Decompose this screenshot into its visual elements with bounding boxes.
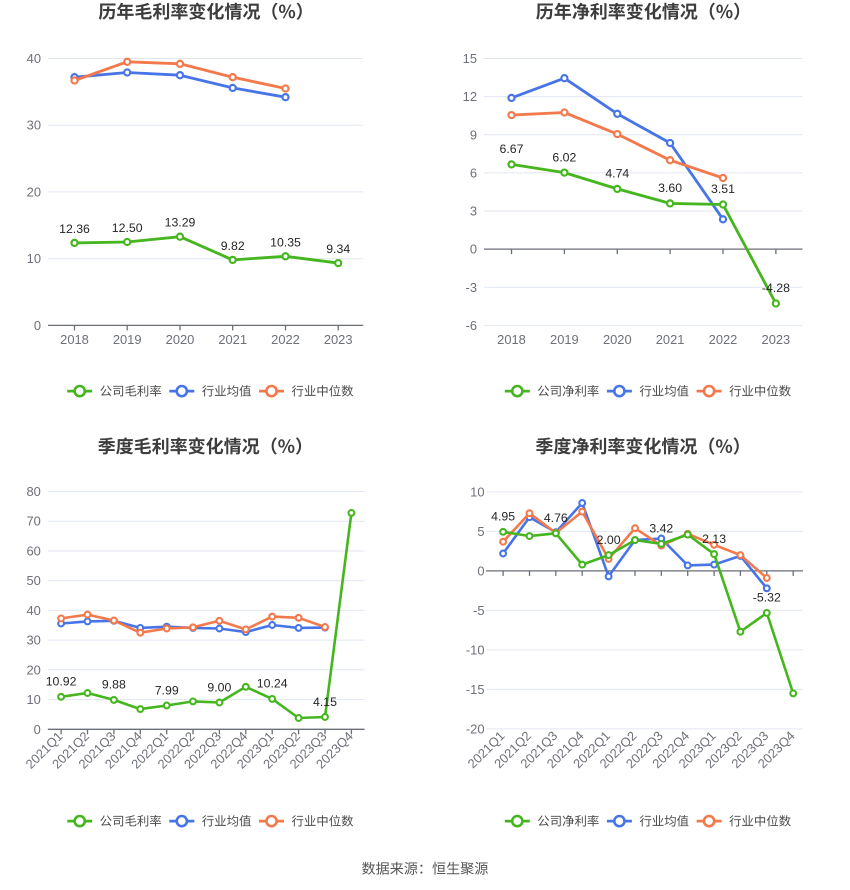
- svg-text:3: 3: [470, 204, 477, 219]
- svg-text:0: 0: [34, 722, 41, 737]
- svg-text:-15: -15: [466, 682, 485, 697]
- svg-text:2020: 2020: [166, 332, 195, 347]
- svg-text:70: 70: [26, 514, 40, 529]
- svg-text:10: 10: [470, 484, 484, 499]
- svg-text:2021: 2021: [656, 332, 685, 347]
- svg-text:80: 80: [26, 484, 40, 499]
- svg-text:12: 12: [463, 89, 477, 104]
- svg-text:2023: 2023: [762, 332, 791, 347]
- svg-text:2.00: 2.00: [597, 533, 621, 547]
- svg-text:6: 6: [470, 165, 477, 180]
- svg-text:-3: -3: [466, 280, 477, 295]
- svg-text:10.35: 10.35: [270, 235, 301, 249]
- svg-text:30: 30: [27, 118, 41, 133]
- svg-text:12.36: 12.36: [59, 222, 90, 236]
- svg-text:5: 5: [477, 524, 484, 539]
- svg-text:10.92: 10.92: [46, 675, 77, 689]
- svg-text:20: 20: [26, 662, 40, 677]
- svg-text:2020: 2020: [603, 332, 632, 347]
- svg-text:2018: 2018: [497, 332, 526, 347]
- svg-text:4.95: 4.95: [491, 510, 515, 524]
- svg-text:6.67: 6.67: [500, 142, 524, 156]
- svg-text:3.60: 3.60: [658, 181, 682, 195]
- svg-text:13.29: 13.29: [165, 216, 196, 230]
- svg-text:2023: 2023: [324, 332, 353, 347]
- svg-text:10.24: 10.24: [257, 677, 288, 691]
- svg-text:6.02: 6.02: [552, 150, 576, 164]
- svg-text:2021: 2021: [218, 332, 247, 347]
- svg-text:30: 30: [26, 633, 40, 648]
- svg-text:2022: 2022: [271, 332, 300, 347]
- svg-text:0: 0: [34, 318, 41, 333]
- svg-text:10: 10: [26, 692, 40, 707]
- svg-text:0: 0: [470, 242, 477, 257]
- svg-text:10: 10: [27, 251, 41, 266]
- svg-text:9.88: 9.88: [102, 678, 126, 692]
- svg-text:60: 60: [26, 544, 40, 559]
- svg-text:4.15: 4.15: [313, 695, 337, 709]
- svg-text:-5.32: -5.32: [753, 591, 781, 605]
- svg-text:2022: 2022: [709, 332, 738, 347]
- svg-text:9: 9: [470, 127, 477, 142]
- svg-text:4.76: 4.76: [544, 511, 568, 525]
- svg-text:-5: -5: [473, 603, 484, 618]
- svg-text:7.99: 7.99: [155, 683, 179, 697]
- svg-text:40: 40: [26, 603, 40, 618]
- svg-text:40: 40: [27, 51, 41, 66]
- svg-text:2018: 2018: [60, 332, 89, 347]
- svg-text:9.00: 9.00: [207, 680, 231, 694]
- svg-text:50: 50: [26, 573, 40, 588]
- svg-text:9.82: 9.82: [221, 239, 245, 253]
- svg-text:-6: -6: [466, 318, 477, 333]
- svg-text:-20: -20: [466, 721, 485, 736]
- svg-text:20: 20: [27, 184, 41, 199]
- svg-text:0: 0: [477, 563, 484, 578]
- svg-text:-4.28: -4.28: [762, 281, 790, 295]
- svg-text:15: 15: [463, 51, 477, 66]
- svg-text:12.50: 12.50: [112, 221, 143, 235]
- svg-text:3.42: 3.42: [649, 522, 673, 536]
- svg-text:9.34: 9.34: [326, 242, 350, 256]
- svg-text:4.74: 4.74: [605, 167, 629, 181]
- svg-text:2019: 2019: [550, 332, 579, 347]
- svg-text:3.51: 3.51: [711, 182, 735, 196]
- svg-text:2019: 2019: [113, 332, 142, 347]
- svg-text:2.13: 2.13: [702, 532, 726, 546]
- svg-text:-10: -10: [466, 642, 485, 657]
